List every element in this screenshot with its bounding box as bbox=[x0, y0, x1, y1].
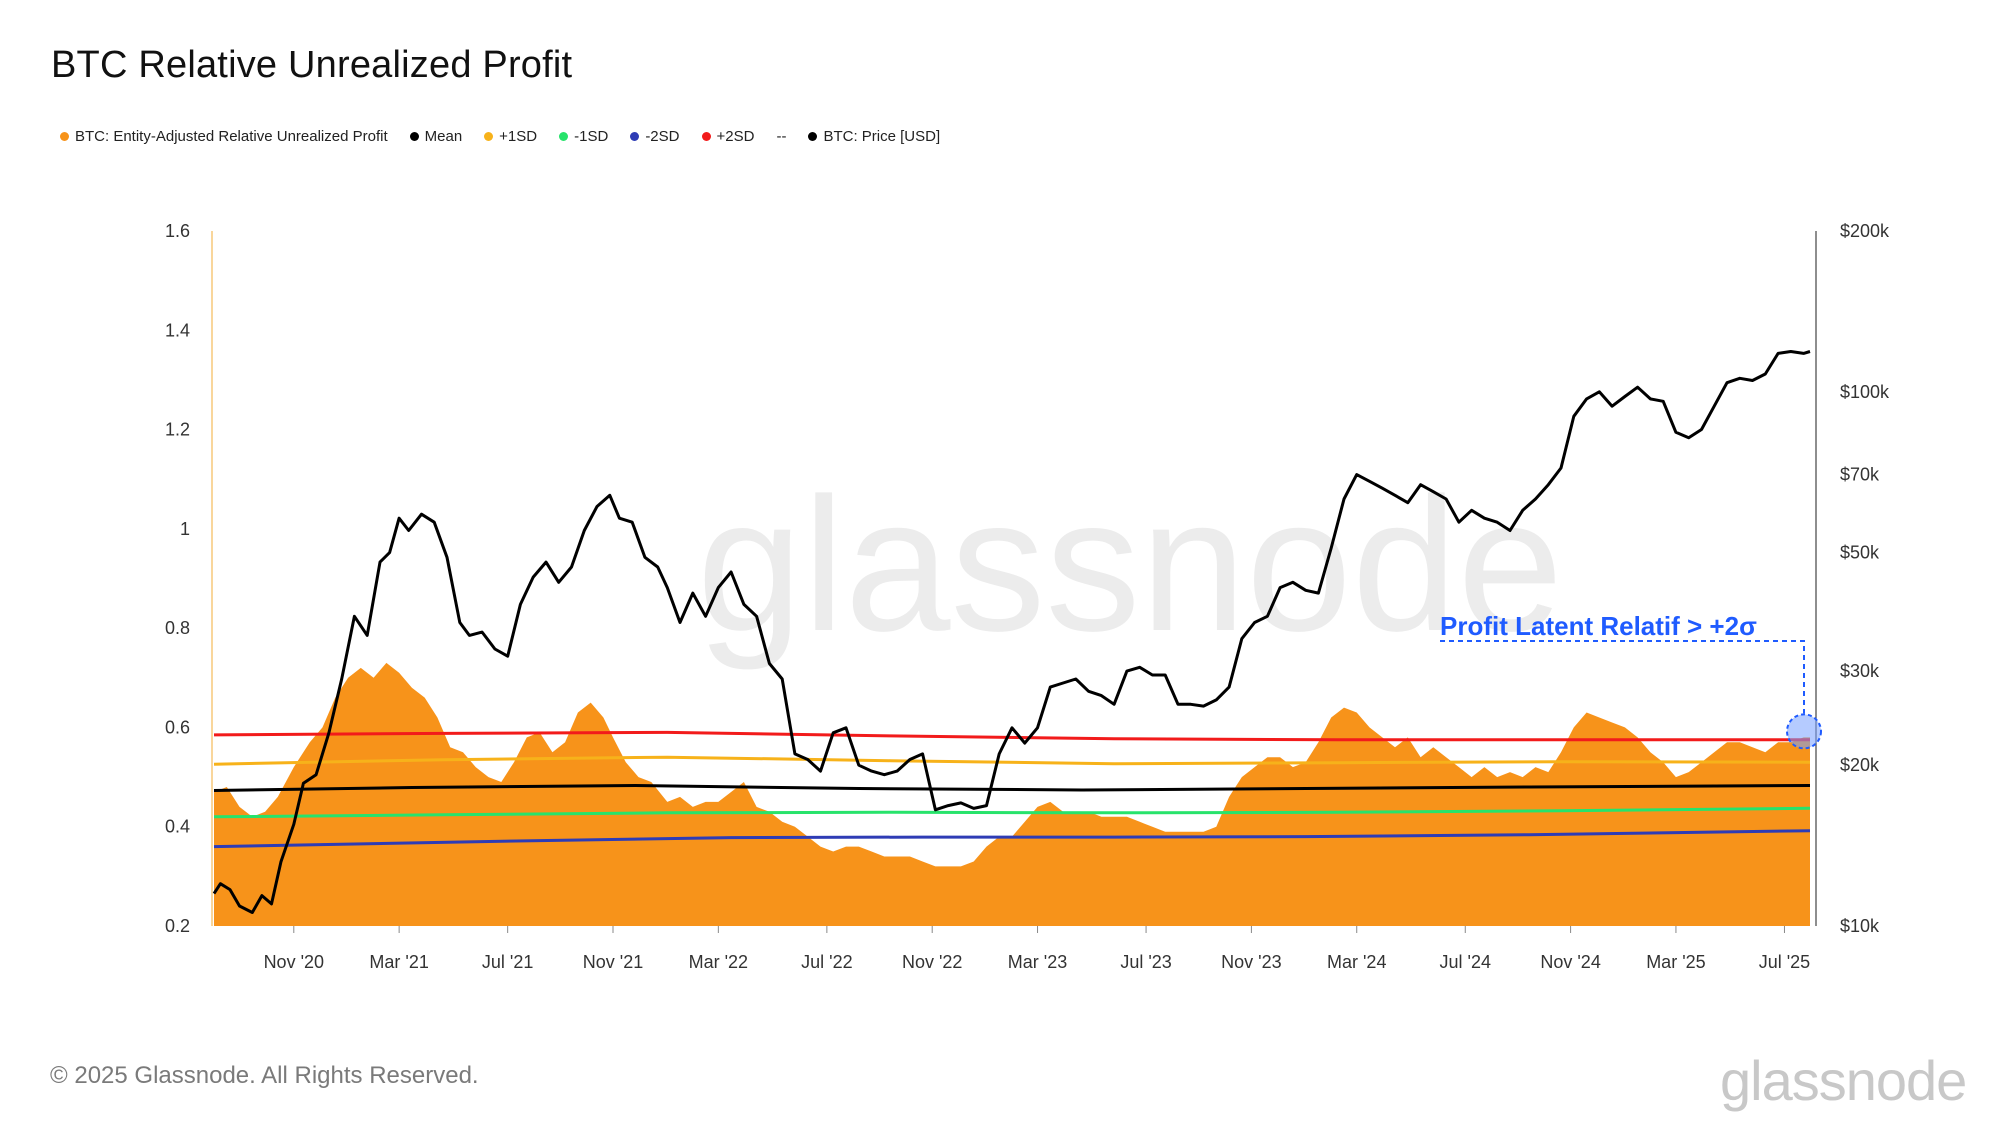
y-left-tick-label: 0.8 bbox=[165, 618, 190, 638]
annotation-highlight-circle bbox=[1786, 713, 1822, 750]
legend-swatch-price bbox=[808, 132, 818, 141]
x-tick-label: Nov '22 bbox=[902, 952, 962, 972]
y-left-tick-label: 1 bbox=[180, 519, 190, 539]
legend-swatch-minus1sd bbox=[559, 132, 569, 141]
annotation-layer: Profit Latent Relatif > +2σ bbox=[1440, 611, 1822, 750]
y-right-tick-label: $70k bbox=[1840, 465, 1880, 485]
legend-label-minus1sd: -1SD bbox=[574, 128, 609, 145]
y-left-tick-label: 0.4 bbox=[165, 817, 190, 837]
series-area-relative-unrealized-profit bbox=[214, 662, 1810, 926]
x-tick-label: Jul '25 bbox=[1759, 952, 1810, 972]
legend-swatch-rup bbox=[60, 132, 69, 141]
x-tick-label: Jul '21 bbox=[482, 952, 533, 972]
x-tick-label: Mar '21 bbox=[369, 952, 428, 972]
x-tick-label: Mar '23 bbox=[1008, 952, 1067, 972]
y-right-tick-label: $20k bbox=[1840, 755, 1880, 775]
x-tick-label: Nov '21 bbox=[583, 952, 643, 972]
x-tick-label: Jul '23 bbox=[1120, 952, 1171, 972]
chart-title: BTC Relative Unrealized Profit bbox=[51, 44, 573, 86]
y-left-tick-label: 0.2 bbox=[165, 916, 190, 936]
price-layer bbox=[212, 350, 1811, 914]
series-line-plus2sd bbox=[213, 730, 1810, 742]
chart-watermark: glassnode bbox=[697, 459, 1563, 671]
legend-label-price: BTC: Price [USD] bbox=[823, 128, 941, 145]
area-layer bbox=[214, 662, 1810, 926]
annotation-leader-line bbox=[1440, 640, 1805, 714]
x-tick-label: Nov '23 bbox=[1221, 952, 1281, 972]
legend-item-plus1sd[interactable]: +1SD bbox=[484, 128, 537, 145]
brand-logo: glassnode bbox=[1720, 1049, 1967, 1112]
legend-swatch-plus2sd bbox=[701, 132, 711, 141]
series-line-btc-price bbox=[212, 350, 1811, 914]
x-tick-label: Mar '25 bbox=[1646, 952, 1705, 972]
series-line-plus1sd bbox=[213, 755, 1811, 766]
legend-label-rup: BTC: Entity-Adjusted Relative Unrealized… bbox=[75, 128, 388, 145]
legend-item-plus2sd[interactable]: +2SD bbox=[701, 128, 755, 145]
x-tick-label: Nov '20 bbox=[264, 952, 324, 972]
series-line-minus2sd bbox=[213, 829, 1811, 849]
series-line-mean bbox=[213, 783, 1811, 792]
legend-item-mean[interactable]: Mean bbox=[409, 128, 463, 145]
y-left-tick-label: 1.4 bbox=[165, 320, 190, 340]
y-right-tick-label: $10k bbox=[1840, 916, 1880, 936]
legend-label-mean: Mean bbox=[424, 128, 463, 145]
series-line-minus1sd bbox=[213, 806, 1811, 819]
legend-item-minus2sd[interactable]: -2SD bbox=[630, 128, 680, 145]
y-left-tick-label: 0.6 bbox=[165, 717, 190, 737]
x-tick-label: Mar '22 bbox=[689, 952, 748, 972]
legend-label-plus2sd: +2SD bbox=[716, 128, 755, 145]
x-tick-label: Jul '24 bbox=[1440, 952, 1491, 972]
x-tick-label: Jul '22 bbox=[801, 952, 852, 972]
legend-separator: -- bbox=[776, 128, 787, 145]
y-left-tick-label: 1.2 bbox=[165, 420, 190, 440]
y-left-tick-label: 1.6 bbox=[165, 221, 190, 241]
legend-item-rup[interactable]: BTC: Entity-Adjusted Relative Unrealized… bbox=[60, 128, 388, 145]
legend: BTC: Entity-Adjusted Relative Unrealized… bbox=[60, 128, 962, 145]
y-right-tick-label: $100k bbox=[1840, 382, 1890, 402]
legend-swatch-minus2sd bbox=[630, 132, 640, 141]
legend-item-minus1sd[interactable]: -1SD bbox=[559, 128, 608, 145]
x-tick-label: Nov '24 bbox=[1540, 952, 1600, 972]
legend-label-minus2sd: -2SD bbox=[645, 128, 680, 145]
band-lines-layer bbox=[213, 730, 1811, 849]
legend-label-plus1sd: +1SD bbox=[499, 128, 538, 145]
y-right-tick-label: $200k bbox=[1840, 221, 1890, 241]
axes-layer: 0.2 0.4 0.6 0.8 1 1.2 1.4 1.6 $10k $20k $30k $50k $7… bbox=[165, 221, 1890, 972]
legend-item-price[interactable]: BTC: Price [USD] bbox=[808, 128, 940, 145]
y-right-tick-label: $50k bbox=[1840, 543, 1880, 563]
copyright-footer: © 2025 Glassnode. All Rights Reserved. bbox=[50, 1062, 479, 1089]
legend-swatch-plus1sd bbox=[484, 132, 494, 141]
legend-swatch-mean bbox=[409, 132, 419, 141]
y-right-tick-label: $30k bbox=[1840, 661, 1880, 681]
x-tick-label: Mar '24 bbox=[1327, 952, 1386, 972]
annotation-label: Profit Latent Relatif > +2σ bbox=[1440, 611, 1757, 641]
